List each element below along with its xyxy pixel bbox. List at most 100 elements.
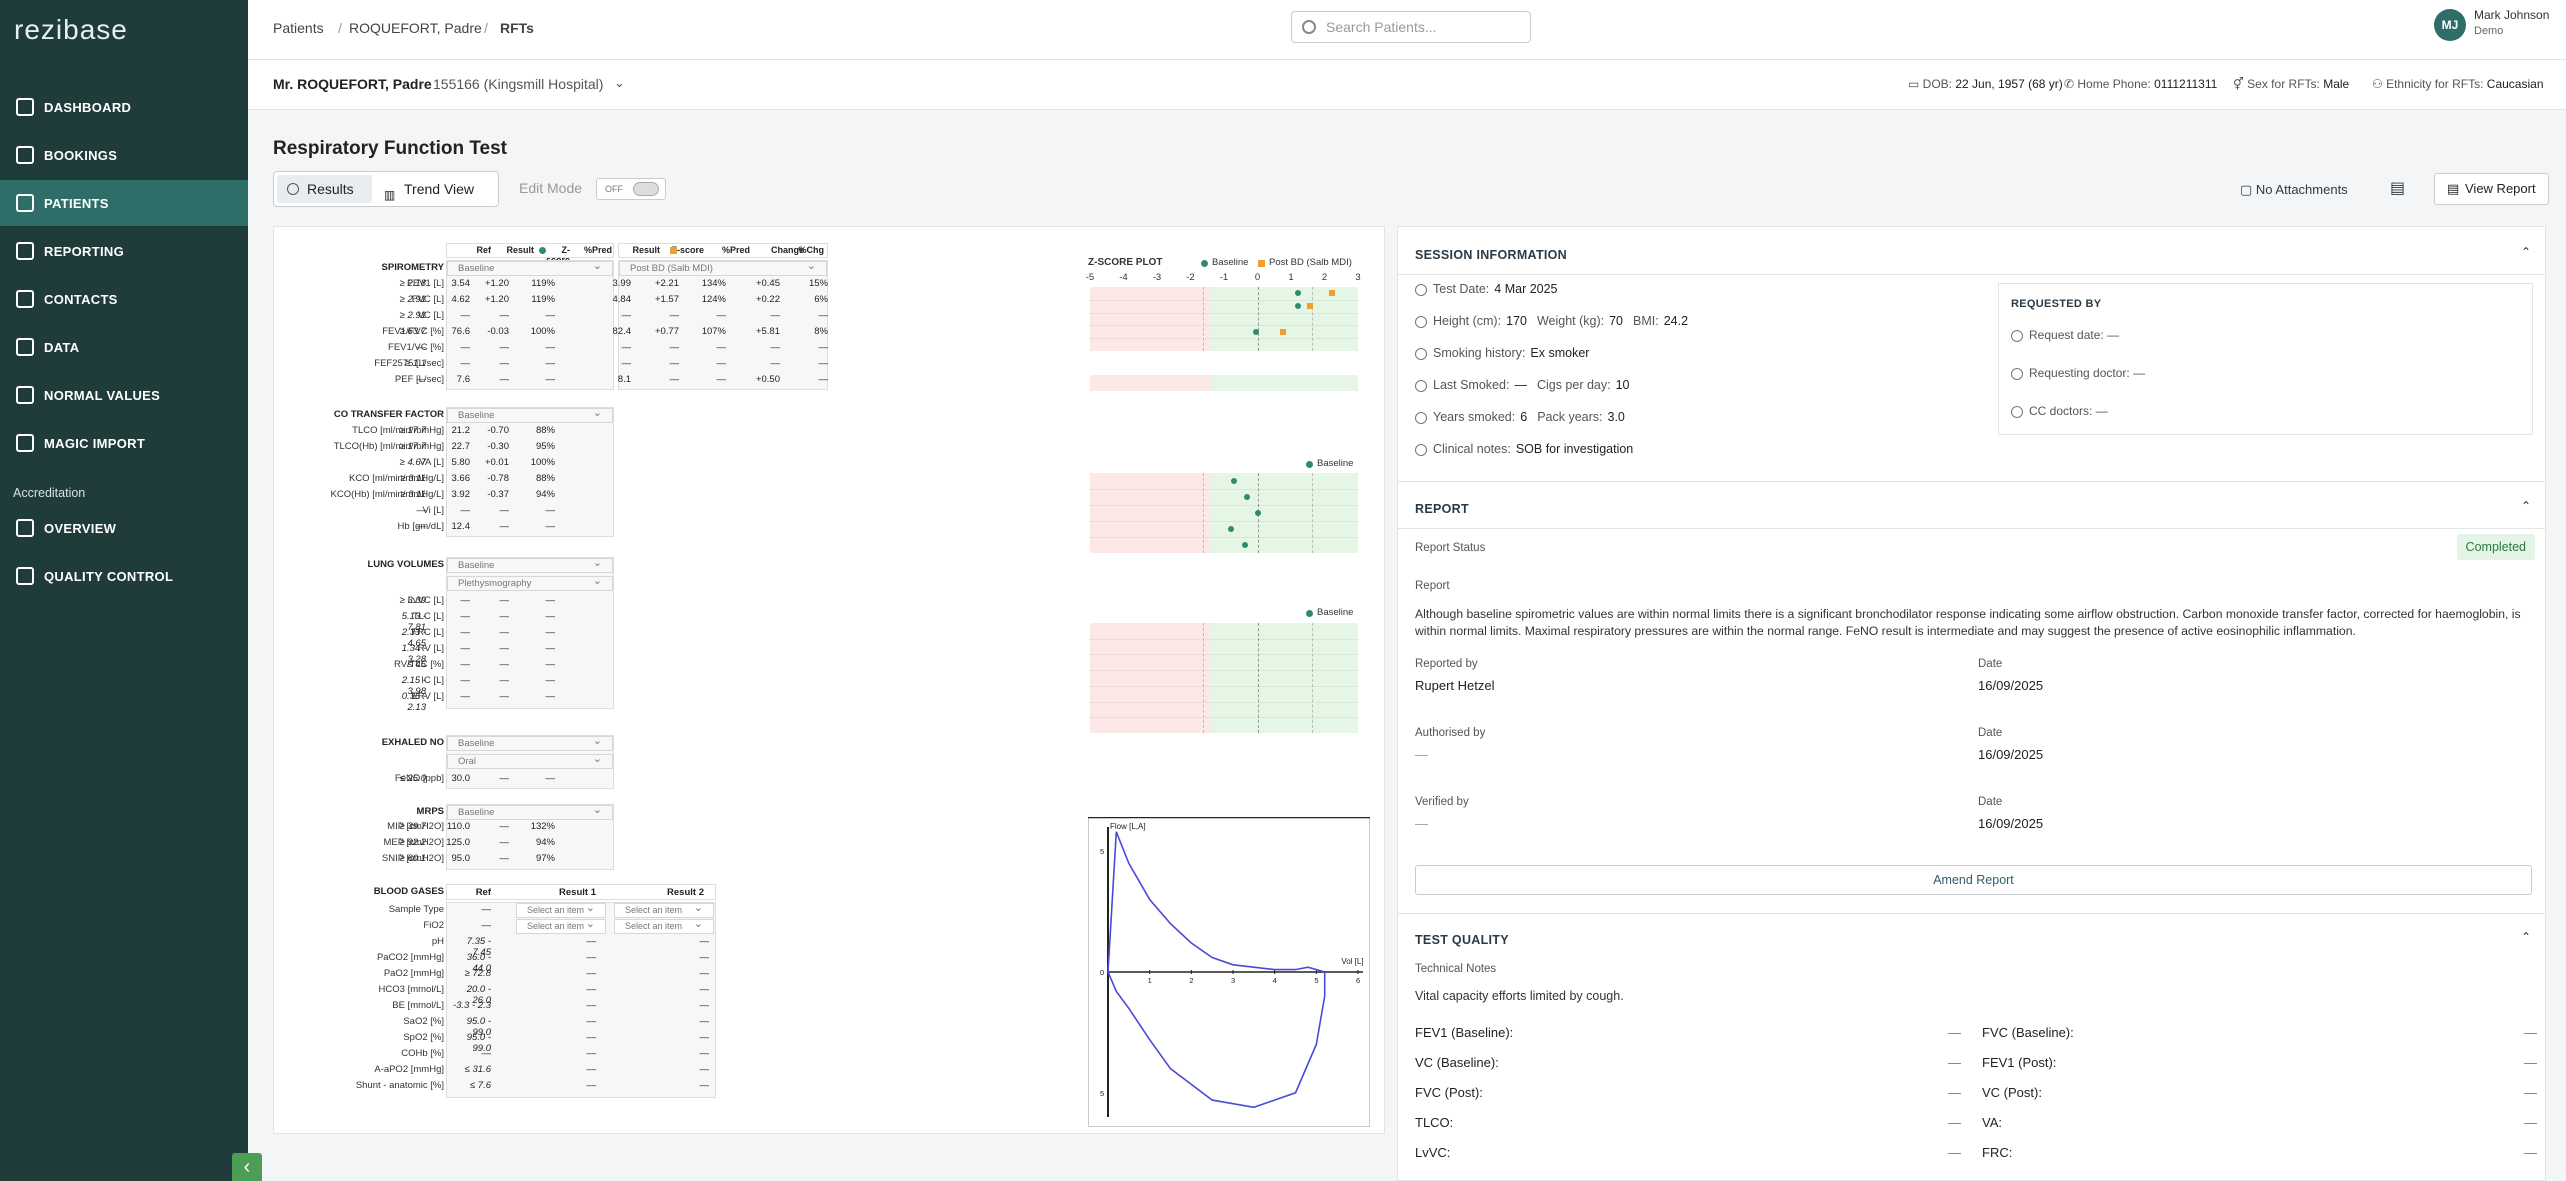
dob-info: ▭ DOB: 22 Jun, 1957 (68 yr): [1908, 77, 2063, 91]
sidebar-item-label: DATA: [44, 339, 80, 355]
cell-value: 1.34 - 3.28: [401, 643, 426, 665]
result1-select[interactable]: Select an item: [516, 901, 606, 918]
result2-select[interactable]: Select an item: [614, 901, 714, 918]
cell-value: 3.54: [451, 278, 471, 289]
transfer-select[interactable]: Baseline: [447, 406, 613, 423]
amend-report-button[interactable]: Amend Report: [1415, 865, 2532, 895]
postbd-select[interactable]: Post BD (Salb MDI): [619, 259, 827, 276]
cell-value: —: [545, 595, 556, 606]
sidebar-item-patients[interactable]: PATIENTS: [0, 180, 248, 226]
result1-select[interactable]: Select an item: [516, 917, 606, 934]
baseline-z-point: [1253, 328, 1260, 335]
result2-select[interactable]: Select an item: [614, 917, 714, 934]
search-input[interactable]: Search Patients...: [1291, 11, 1531, 43]
volumes-method-select[interactable]: Plethysmography: [447, 574, 613, 591]
baseline-select[interactable]: Baseline: [447, 259, 613, 276]
result1-value: —: [586, 1016, 597, 1027]
cell-value: —: [818, 310, 829, 321]
cell-value: —: [545, 675, 556, 686]
calendar-icon: [16, 146, 34, 164]
flow-volume-curve: [1107, 831, 1326, 1109]
view-report-button[interactable]: ▤ View Report: [2434, 173, 2549, 205]
calendar-icon: [1415, 283, 1427, 296]
sidebar-item-normal-values[interactable]: NORMAL VALUES: [0, 372, 248, 418]
date-label: Date: [1978, 658, 2003, 670]
cell-value: —: [621, 310, 632, 321]
chevron-up-icon[interactable]: ⌃: [2520, 930, 2531, 944]
avatar[interactable]: MJ: [2434, 9, 2466, 41]
row-label: TLC [L]: [412, 611, 444, 622]
authorised-by-label: Authorised by: [1415, 727, 1486, 739]
cc-doctors-label: CC doctors:: [2029, 404, 2093, 418]
home-icon: [16, 519, 34, 537]
y-tick-label: 5: [1100, 1089, 1104, 1098]
document-icon[interactable]: ▤: [2390, 180, 2406, 197]
edit-mode-toggle[interactable]: OFF: [596, 178, 666, 200]
attachments-button[interactable]: ▢ No Attachments: [2240, 182, 2348, 198]
quality-label: FEV1 (Post):: [1982, 1055, 2057, 1070]
cell-value: ≥ 2.91: [399, 294, 426, 305]
cell-value: —: [818, 342, 829, 353]
no-method-select[interactable]: Oral: [447, 752, 613, 769]
quality-value: —: [1948, 1055, 1961, 1070]
sidebar-item-label: CONTACTS: [44, 291, 118, 307]
quality-label: FRC:: [1982, 1145, 2013, 1160]
z-grid-line: [1090, 521, 1358, 522]
row-label: FEV1 [L]: [407, 278, 444, 289]
report-label: Report: [1415, 580, 1450, 592]
tab-trend[interactable]: ▥ Trend View: [374, 175, 494, 203]
cell-value: —: [545, 358, 556, 369]
cell-value: —: [460, 505, 471, 516]
x-tick-label: 1: [1148, 976, 1152, 985]
cell-value: 15%: [808, 278, 828, 289]
z-tick-label: -3: [1152, 272, 1162, 283]
breadcrumb-patients[interactable]: Patients: [273, 20, 324, 36]
sidebar-item-bookings[interactable]: BOOKINGS: [0, 132, 248, 178]
post-square-icon: [670, 247, 677, 254]
z-baseline-label-volumes: Baseline: [1317, 607, 1354, 618]
session-label: BMI:: [1633, 314, 1659, 328]
cc-doctors-value: —: [2095, 404, 2108, 418]
session-label: Cigs per day:: [1536, 378, 1611, 392]
sidebar-item-magic-import[interactable]: MAGIC IMPORT: [0, 420, 248, 466]
tab-results[interactable]: Results: [277, 175, 372, 203]
result2-value: —: [699, 1000, 710, 1011]
breadcrumb-patient[interactable]: ROQUEFORT, Padre: [349, 20, 482, 36]
ref-value: —: [481, 920, 492, 931]
volumes-select[interactable]: Baseline: [447, 556, 613, 573]
dashboard-icon: [16, 98, 34, 116]
chevron-up-icon[interactable]: ⌃: [2520, 499, 2531, 513]
sidebar-item-data[interactable]: DATA: [0, 324, 248, 370]
sidebar-item-overview[interactable]: OVERVIEW: [0, 505, 248, 551]
cell-value: —: [545, 659, 556, 670]
post-square-icon: [1258, 260, 1265, 267]
cell-value: 21.2: [451, 425, 471, 436]
notes-icon: [1415, 443, 1427, 456]
ref-value: 36.0 - 44.0: [466, 952, 491, 974]
requesting-doctor-label: Requesting doctor:: [2029, 366, 2130, 380]
no-select[interactable]: Baseline: [447, 734, 613, 751]
quality-value: —: [1948, 1145, 1961, 1160]
sidebar-item-quality-control[interactable]: QUALITY CONTROL: [0, 553, 248, 599]
mrps-select[interactable]: Baseline: [447, 803, 613, 820]
cell-value: —: [545, 521, 556, 532]
sidebar-item-dashboard[interactable]: DASHBOARD: [0, 84, 248, 130]
cell-value: —: [460, 643, 471, 654]
result2-value: —: [699, 1032, 710, 1043]
sidebar-item-contacts[interactable]: CONTACTS: [0, 276, 248, 322]
collapse-sidebar-button[interactable]: ‹: [232, 1153, 262, 1181]
chevron-up-icon[interactable]: ⌃: [2520, 245, 2531, 259]
phone-icon: ✆: [2064, 77, 2078, 91]
chevron-down-icon[interactable]: ⌄: [614, 75, 625, 90]
z-baseline-label-transfer: Baseline: [1317, 458, 1354, 469]
baseline-dot-icon: [539, 247, 546, 254]
session-label: Years smoked:: [1433, 410, 1516, 424]
cell-value: 88%: [535, 473, 555, 484]
session-value: 3.0: [1607, 410, 1625, 424]
cell-value: —: [545, 374, 556, 385]
z-lln-line: [1202, 473, 1204, 553]
report-icon: ▤: [2447, 181, 2460, 196]
sidebar-item-reporting[interactable]: REPORTING: [0, 228, 248, 274]
cell-value: —: [460, 627, 471, 638]
column-header: Ref: [476, 245, 491, 255]
